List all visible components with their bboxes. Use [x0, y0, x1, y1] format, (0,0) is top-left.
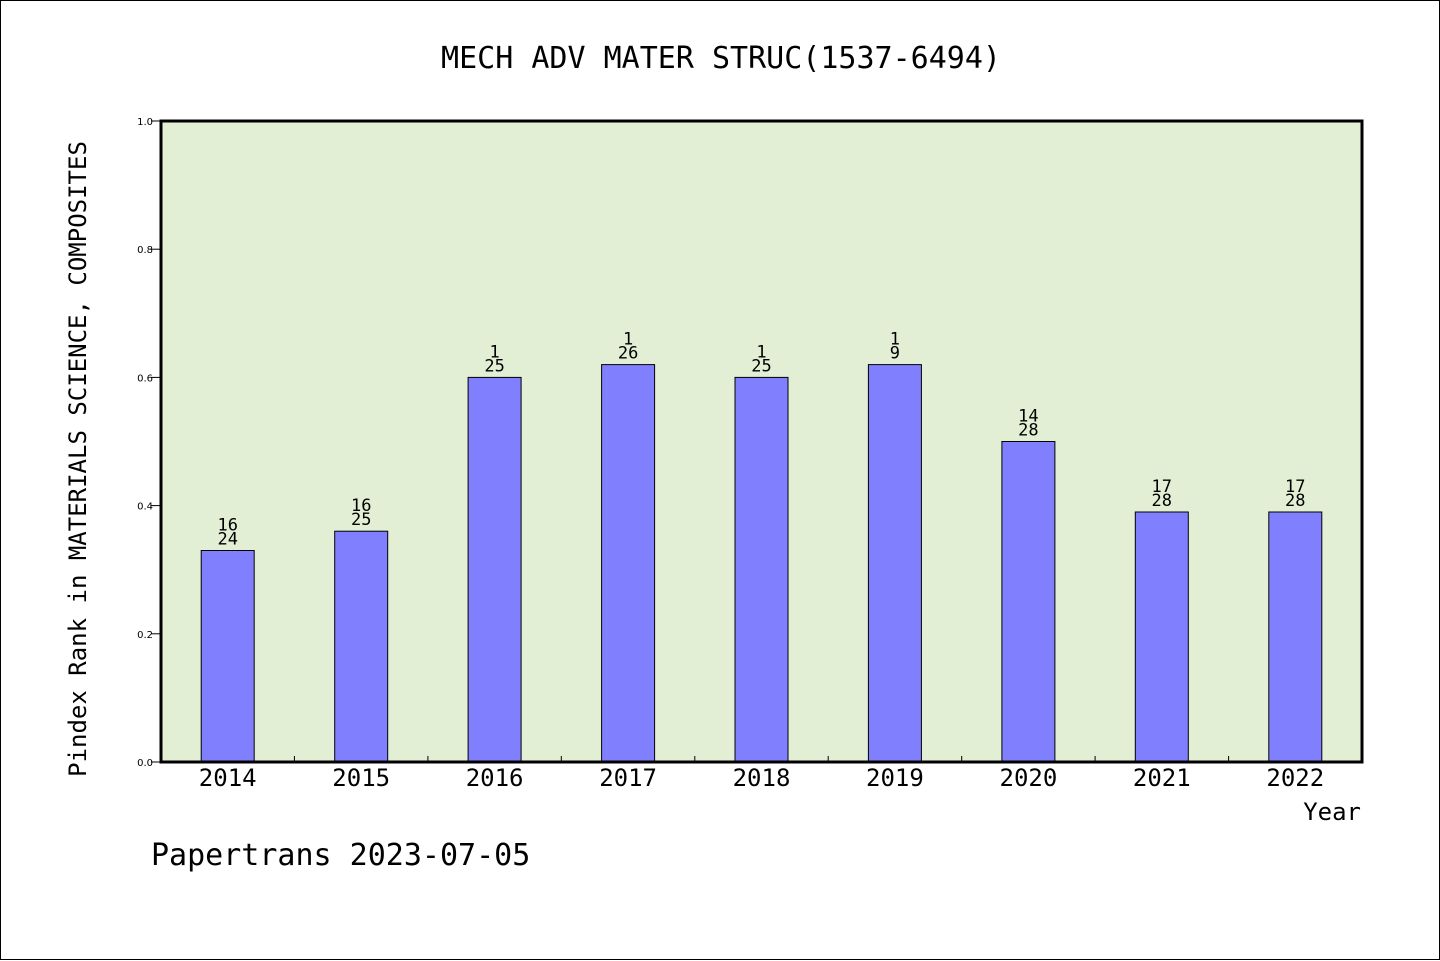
plot-border	[159, 119, 1364, 764]
bar-label-bottom-2021: 28	[1152, 491, 1172, 511]
bar-2018	[734, 376, 789, 763]
bar-2021	[1134, 511, 1189, 763]
bar-2019	[867, 364, 922, 763]
bar-2015	[334, 530, 389, 763]
bar-2014	[200, 550, 255, 763]
bar-2020	[1001, 441, 1056, 763]
x-tick-label-2015: 2015	[332, 764, 390, 792]
x-tick-label-2019: 2019	[866, 764, 924, 792]
bar-label-top-2016: 1	[489, 342, 499, 362]
bar-label-bottom-2014: 24	[217, 530, 237, 550]
bar-2022	[1268, 511, 1323, 763]
bar-label-top-2014: 16	[217, 516, 237, 536]
bar-label-top-2015: 16	[351, 496, 371, 516]
y-tick-label-0.4: 0.4	[137, 502, 153, 513]
x-tick-label-2022: 2022	[1266, 764, 1324, 792]
bar-2017	[601, 364, 656, 763]
bar-label-top-2022: 17	[1285, 477, 1305, 497]
y-tick-label-0.0: 0.0	[137, 758, 153, 769]
y-tick-label-0.8: 0.8	[137, 245, 153, 256]
bar-label-top-2017: 1	[623, 330, 633, 350]
bars-group	[200, 364, 1323, 763]
bar-label-bottom-2020: 28	[1018, 421, 1038, 441]
bar-label-bottom-2019: 9	[890, 344, 900, 364]
x-tick-label-2017: 2017	[599, 764, 657, 792]
y-tick-label-0.2: 0.2	[137, 630, 153, 641]
bar-label-bottom-2017: 26	[618, 344, 638, 364]
x-tick-label-2016: 2016	[466, 764, 524, 792]
x-axis-title: Year	[1303, 798, 1361, 826]
bar-label-bottom-2018: 25	[751, 356, 771, 376]
x-tick-label-2018: 2018	[733, 764, 791, 792]
bar-label-bottom-2015: 25	[351, 510, 371, 530]
chart-title: MECH ADV MATER STRUC(1537-6494)	[441, 41, 1001, 76]
x-tick-label-2021: 2021	[1133, 764, 1191, 792]
y-tick-label-1.0: 1.0	[137, 117, 153, 128]
x-axis-ticks: 2014 2015 2016 2017 2018 2019 2020 2021 2022	[199, 756, 1324, 792]
bar-2016	[467, 376, 522, 763]
bar-label-top-2019: 1	[890, 330, 900, 350]
y-axis-title: Pindex Rank in MATERIALS SCIENCE, COMPOS…	[64, 141, 92, 777]
y-tick-label-0.6: 0.6	[137, 373, 153, 384]
bar-label-top-2020: 14	[1018, 407, 1038, 427]
bar-label-bottom-2016: 25	[484, 356, 504, 376]
bar-label-top-2021: 17	[1152, 477, 1172, 497]
bar-label-top-2018: 1	[756, 342, 766, 362]
x-tick-label-2020: 2020	[1000, 764, 1058, 792]
x-tick-label-2014: 2014	[199, 764, 257, 792]
footer-credit: Papertrans 2023-07-05	[151, 838, 530, 873]
bar-label-bottom-2022: 28	[1285, 491, 1305, 511]
y-axis-ticks: 0.0 0.2 0.4 0.6 0.8 1.0	[137, 117, 161, 769]
